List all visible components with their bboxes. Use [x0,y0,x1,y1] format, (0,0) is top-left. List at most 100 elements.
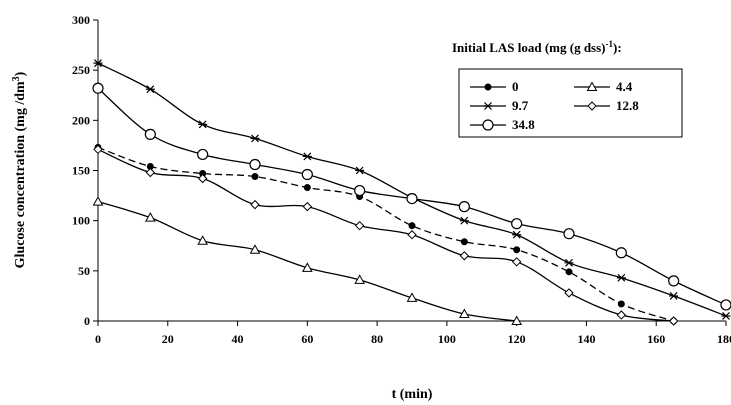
data-point [197,148,209,161]
data-point [407,230,417,240]
y-axis-title-main: Glucose concentration (mg /dm [13,81,28,268]
legend: 0 4.4 9.7 12.8 34.8 [470,79,639,132]
y-axis-title: Glucose concentration (mg /dm3) [11,71,28,268]
data-point [406,192,418,205]
data-point [92,82,104,94]
data-point [302,201,313,212]
data-point [354,274,366,284]
data-point [144,128,156,140]
legend-label: 12.8 [616,98,639,113]
data-point [511,315,523,325]
axes [93,19,727,326]
data-point [459,251,470,261]
data-point [511,218,523,230]
x-tick-label: 0 [95,332,101,346]
y-tick-label: 250 [72,63,90,77]
x-tick-label: 100 [438,332,456,346]
y-tick-label: 150 [72,164,90,178]
data-point [511,257,522,267]
data-point [563,228,575,240]
series-line [97,146,674,322]
data-point [616,310,627,320]
data-point [250,199,260,210]
data-point [250,134,260,143]
data-point [145,167,156,178]
legend-title-end: ): [613,40,622,55]
data-point [617,300,625,308]
data-point [459,216,469,225]
data-point [564,288,574,298]
data-point [668,275,680,287]
data-point [512,230,522,239]
legend-marker [483,102,493,110]
tick-labels: 0 50 100 150 200 250 300 0 20 40 60 80 100 120 140 160 1… [72,13,731,346]
x-tick-label: 60 [301,332,313,346]
data-point [565,268,573,276]
legend-item: 12.8 [574,98,639,113]
legend-title-main: Initial LAS load (mg (g dss) [452,40,606,55]
data-point [251,173,259,181]
legend-item: 34.8 [470,117,535,132]
data-point [616,273,626,282]
series-12.8 [93,144,679,326]
data-point [303,184,311,192]
y-tick-label: 200 [72,113,90,127]
data-point [93,144,103,155]
data-point [720,299,731,311]
legend-marker [586,81,598,91]
y-axis-title-superscript: 3 [11,76,22,81]
data-point [564,258,574,267]
y-tick-label: 100 [72,214,90,228]
x-tick-label: 120 [508,332,526,346]
data-point [249,244,261,254]
data-point [301,262,313,272]
series-34.8 [92,82,731,311]
x-tick-label: 160 [647,332,665,346]
legend-marker [484,83,492,91]
y-tick-label: 0 [84,314,90,328]
series-line [97,148,674,322]
y-axis-title-end: ) [13,71,28,76]
data-point [721,312,731,320]
data-point [355,166,365,175]
data-point [513,246,521,254]
legend-label: 4.4 [616,79,633,94]
data-point [93,59,103,68]
legend-marker [482,119,494,131]
series-layer [92,59,731,326]
data-point [458,308,470,318]
series-0 [94,143,678,325]
data-point [197,173,208,184]
legend-title: Initial LAS load (mg (g dss)-1): [452,39,622,55]
data-point [197,235,209,245]
series-line [97,200,517,322]
legend-item: 0 [470,79,519,94]
series-4.4 [92,196,523,325]
data-point [302,152,312,161]
x-tick-label: 180 [717,332,731,346]
data-point [669,291,679,300]
data-point [301,168,313,181]
data-point [615,247,627,259]
legend-box [458,68,683,138]
data-point [249,158,261,171]
x-tick-label: 80 [371,332,383,346]
x-tick-label: 140 [577,332,595,346]
data-point [145,85,155,94]
y-tick-label: 50 [78,264,90,278]
data-point [460,238,468,246]
data-point [458,201,470,213]
data-point [668,316,679,326]
data-point [144,212,156,222]
x-axis-title: t (min) [392,387,433,402]
legend-title-superscript: -1 [606,39,614,49]
legend-item: 4.4 [574,79,633,94]
data-point [198,120,208,129]
x-tick-label: 40 [232,332,244,346]
legend-marker [587,101,597,111]
legend-label: 9.7 [512,98,529,113]
data-point [92,196,104,206]
data-point [354,184,366,197]
legend-label: 0 [512,79,519,94]
